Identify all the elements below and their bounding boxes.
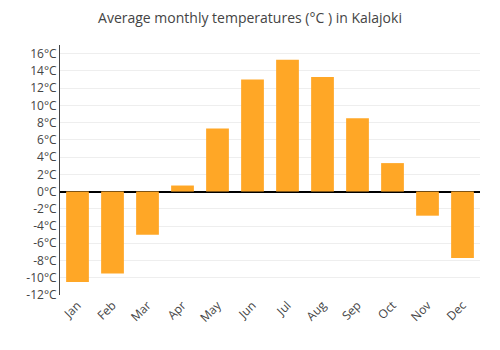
svg-text:Dec: Dec xyxy=(443,297,470,324)
svg-text:-10°C: -10°C xyxy=(26,269,57,286)
svg-text:Jun: Jun xyxy=(234,297,259,322)
svg-text:Sep: Sep xyxy=(338,297,365,324)
svg-text:Aug: Aug xyxy=(302,297,330,325)
svg-text:Apr: Apr xyxy=(164,297,190,323)
svg-text:Nov: Nov xyxy=(407,297,435,325)
svg-text:Average monthly temperatures (: Average monthly temperatures (°C ) in Ka… xyxy=(98,8,402,27)
svg-text:12°C: 12°C xyxy=(30,79,57,96)
svg-text:Mar: Mar xyxy=(127,297,155,325)
svg-text:-4°C: -4°C xyxy=(33,217,57,234)
svg-text:8°C: 8°C xyxy=(37,114,57,131)
svg-text:May: May xyxy=(196,296,225,325)
svg-text:4°C: 4°C xyxy=(37,148,57,165)
svg-text:-12°C: -12°C xyxy=(26,286,57,303)
svg-text:Jan: Jan xyxy=(60,297,85,322)
svg-text:Oct: Oct xyxy=(374,297,400,323)
svg-text:-2°C: -2°C xyxy=(33,200,57,217)
svg-text:Jul: Jul xyxy=(272,297,294,319)
svg-text:Feb: Feb xyxy=(93,297,119,323)
svg-text:2°C: 2°C xyxy=(37,166,57,183)
svg-text:0°C: 0°C xyxy=(37,183,57,200)
svg-text:14°C: 14°C xyxy=(30,62,57,79)
svg-text:10°C: 10°C xyxy=(30,97,57,114)
svg-text:-6°C: -6°C xyxy=(33,234,57,251)
svg-text:16°C: 16°C xyxy=(30,45,57,62)
svg-text:-8°C: -8°C xyxy=(33,252,57,269)
svg-text:6°C: 6°C xyxy=(37,131,57,148)
